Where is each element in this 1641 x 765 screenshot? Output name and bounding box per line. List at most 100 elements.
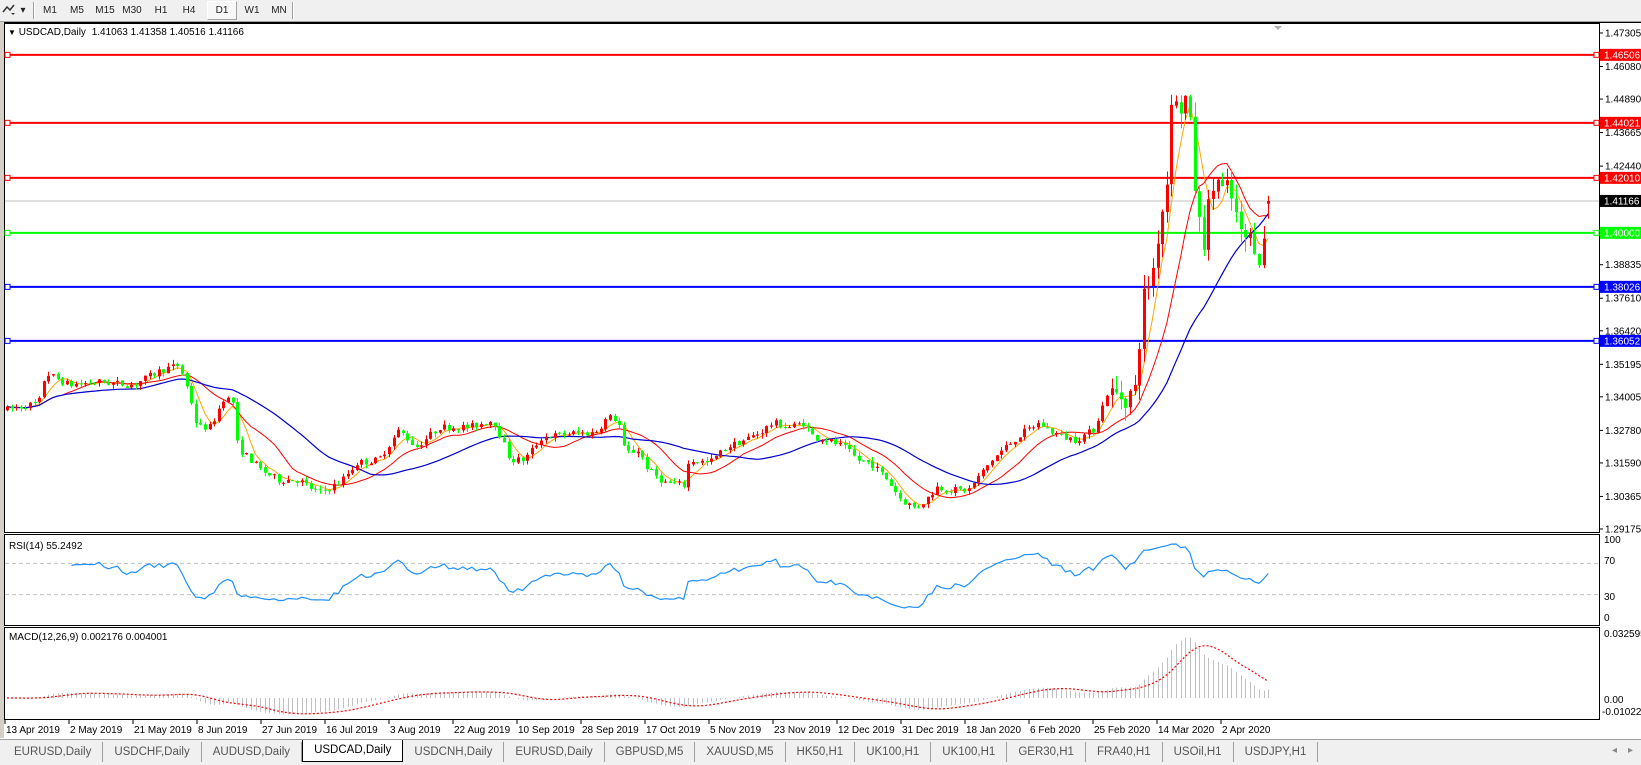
macd-axis-zero: 0.00	[1604, 695, 1624, 706]
candle-body	[890, 479, 893, 486]
candle-body	[986, 465, 989, 471]
level-handle-right[interactable]	[1593, 283, 1600, 290]
level-handle-left[interactable]	[4, 51, 11, 58]
candle-bearish	[406, 430, 409, 444]
tab-hk50-h1[interactable]: HK50,H1	[786, 742, 856, 762]
candle-body	[379, 456, 382, 458]
candle-body	[218, 408, 221, 422]
candle-bearish	[508, 438, 511, 461]
level-price-label: 1.36052	[1604, 336, 1641, 347]
tab-usdcnh-daily[interactable]: USDCNH,Daily	[403, 742, 505, 762]
candle-bearish	[959, 485, 962, 491]
candle-bearish	[1194, 102, 1197, 194]
tab-fra40-h1[interactable]: FRA40,H1	[1086, 742, 1163, 762]
tab-audusd-daily[interactable]: AUDUSD,Daily	[202, 742, 303, 762]
level-handle-left[interactable]	[4, 229, 11, 236]
timeframe-m15[interactable]: M15	[95, 5, 115, 16]
level-handle-right[interactable]	[1593, 119, 1600, 126]
level-handle-left[interactable]	[4, 174, 11, 181]
timeframe-m1[interactable]: M1	[43, 5, 57, 16]
chevron-down-icon[interactable]: ▾	[20, 5, 26, 16]
level-handle-right[interactable]	[1593, 174, 1600, 181]
tab-gbpusd-m5[interactable]: GBPUSD,M5	[605, 742, 696, 762]
tab-scroll-right-icon[interactable]: ▸	[1628, 745, 1634, 756]
candle-body	[351, 469, 354, 474]
tab-usdcad-daily[interactable]: USDCAD,Daily	[302, 740, 404, 762]
horizontal-levels[interactable]	[4, 51, 1600, 344]
candle-body	[310, 483, 313, 489]
candle-bearish	[314, 485, 317, 493]
level-handle-left[interactable]	[4, 283, 11, 290]
level-handle-left[interactable]	[4, 337, 11, 344]
candle-body	[434, 431, 437, 434]
level-handle-left[interactable]	[4, 119, 11, 126]
candle-bullish	[15, 404, 18, 411]
candle-body	[618, 420, 621, 425]
candle-bearish	[894, 482, 897, 496]
candle-body	[1180, 102, 1183, 114]
candle-bearish	[963, 488, 966, 494]
candle-body	[360, 460, 363, 465]
tab-usdjpy-h1[interactable]: USDJPY,H1	[1234, 742, 1319, 762]
candle-body	[1083, 434, 1086, 442]
candle-body	[356, 465, 359, 471]
level-handle-right[interactable]	[1593, 51, 1600, 58]
candle-body	[508, 441, 511, 459]
current-price-label: 1.41166	[1604, 196, 1640, 207]
tab-eurusd-daily[interactable]: EURUSD,Daily	[3, 742, 104, 762]
candle-body	[1203, 217, 1206, 250]
candle-body	[1267, 200, 1270, 204]
candle-body	[862, 460, 865, 462]
candle-bearish	[475, 422, 478, 431]
candle-body	[696, 462, 699, 464]
tab-scroll-left-icon[interactable]: ◂	[1612, 745, 1618, 756]
candle-body	[342, 476, 345, 485]
candle-body	[222, 401, 225, 409]
candle-bearish	[70, 379, 73, 389]
candle-bearish	[1060, 429, 1063, 436]
level-price-label-bg	[1600, 171, 1641, 184]
candle-bullish	[66, 378, 69, 386]
candle-body	[439, 430, 442, 433]
tab-usoil-h1[interactable]: USOil,H1	[1163, 742, 1234, 762]
timeframe-m5[interactable]: M5	[70, 5, 84, 16]
timeframe-mn[interactable]: MN	[271, 5, 287, 16]
candle-body	[139, 381, 142, 386]
candle-body	[922, 504, 925, 508]
candle-bullish	[554, 430, 557, 442]
level-handle-right[interactable]	[1593, 229, 1600, 236]
tab-eurusd-daily[interactable]: EURUSD,Daily	[504, 742, 605, 762]
timeframe-d1[interactable]: D1	[207, 1, 237, 20]
candle-bearish	[153, 372, 156, 379]
timeframe-h1[interactable]: H1	[154, 5, 168, 16]
candle-body	[153, 373, 156, 376]
tab-xauusd-m5[interactable]: XAUUSD,M5	[695, 742, 786, 762]
tab-usdchf-daily[interactable]: USDCHF,Daily	[103, 742, 202, 762]
level-handle-right[interactable]	[1593, 337, 1600, 344]
candle-bearish	[834, 436, 837, 447]
chart-tools-icon[interactable]	[2, 3, 16, 18]
candle-body	[420, 445, 423, 447]
candle-bearish	[862, 460, 865, 462]
candle-bullish	[788, 424, 791, 429]
candle-bearish	[457, 428, 460, 434]
tab-uk100-h1[interactable]: UK100,H1	[855, 742, 932, 762]
candle-bullish	[568, 432, 571, 437]
tab-ger30-h1[interactable]: GER30,H1	[1007, 742, 1086, 762]
tab-uk100-h1[interactable]: UK100,H1	[931, 742, 1008, 762]
timeframe-w1[interactable]: W1	[244, 5, 260, 16]
candle-bearish	[660, 472, 663, 487]
candle-body	[917, 506, 920, 508]
candle-bullish	[222, 400, 225, 411]
chart-shift-marker-icon[interactable]	[1274, 26, 1282, 30]
timeframe-h4[interactable]: H4	[182, 5, 196, 16]
candle-body	[1115, 389, 1118, 393]
candle-body	[61, 378, 64, 385]
candle-body	[204, 424, 207, 430]
timeframe-m30[interactable]: M30	[122, 5, 142, 16]
candle-body	[324, 489, 327, 491]
candle-bearish	[250, 453, 253, 464]
candle-body	[913, 502, 916, 507]
chart-menu-triangle-icon[interactable]: ▼	[8, 28, 16, 37]
